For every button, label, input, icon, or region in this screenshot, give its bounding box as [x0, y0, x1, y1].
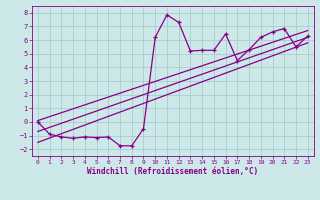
X-axis label: Windchill (Refroidissement éolien,°C): Windchill (Refroidissement éolien,°C)	[87, 167, 258, 176]
